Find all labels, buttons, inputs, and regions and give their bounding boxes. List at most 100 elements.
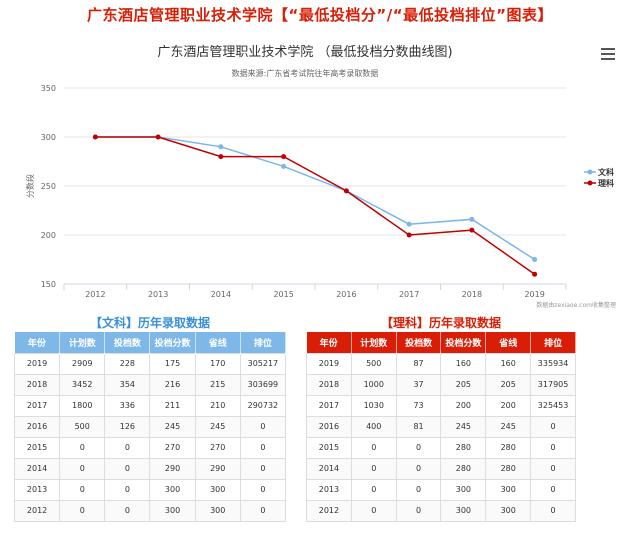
table-row: 2014 0 0 280 280 0 — [306, 457, 576, 480]
table-cell: 0 — [239, 457, 287, 480]
table-cell: 280 — [440, 436, 487, 459]
table-cell: 335934 — [530, 352, 576, 375]
table-cell: 245 — [485, 415, 532, 438]
table-cell: 2019 — [13, 352, 61, 375]
table-cell: 2014 — [13, 457, 61, 480]
table-cell: 300 — [440, 478, 487, 501]
table-cell: 400 — [350, 415, 397, 438]
table-cell: 2012 — [13, 499, 61, 522]
li-header-cell: 投档分数 — [440, 332, 487, 353]
legend-label[interactable]: 文科 — [598, 167, 614, 177]
table-cell: 0 — [530, 457, 576, 480]
table-row: 2013 0 0 300 300 0 — [13, 478, 287, 501]
table-cell: 170 — [194, 352, 241, 375]
table-cell: 280 — [440, 457, 487, 480]
data-point[interactable] — [532, 257, 538, 262]
table-cell: 317905 — [530, 373, 576, 396]
table-cell: 305217 — [239, 352, 287, 375]
table-cell: 2013 — [13, 478, 61, 501]
table-cell: 73 — [395, 394, 442, 417]
data-point[interactable] — [92, 134, 98, 140]
data-point[interactable] — [406, 232, 412, 238]
table-cell: 0 — [59, 478, 106, 501]
table-cell: 205 — [440, 373, 487, 396]
table-cell: 245 — [149, 415, 196, 438]
table-cell: 1000 — [350, 373, 397, 396]
table-cell: 0 — [395, 436, 442, 459]
li-header-cell: 年份 — [306, 332, 352, 353]
table-cell: 0 — [104, 478, 151, 501]
chart-menu-icon[interactable] — [601, 48, 615, 60]
table-row: 2012 0 0 300 300 0 — [13, 499, 287, 522]
x-tick-label: 2013 — [148, 290, 168, 299]
data-point[interactable] — [532, 271, 538, 277]
chart-title: 广东酒店管理职业技术学院 （最低投档分数曲线图) — [157, 44, 452, 60]
li-header-cell: 排位 — [530, 332, 576, 353]
table-row: 2014 0 0 290 290 0 — [13, 457, 287, 480]
table-cell: 303699 — [239, 373, 287, 396]
table-cell: 270 — [194, 436, 241, 459]
table-cell: 300 — [194, 499, 241, 522]
wen-header-cell: 排位 — [240, 332, 287, 353]
table-cell: 81 — [395, 415, 442, 438]
table-cell: 0 — [104, 499, 151, 522]
data-point[interactable] — [469, 216, 475, 222]
table-row: 2018 3452 354 216 215 303699 — [13, 373, 287, 396]
table-cell: 0 — [239, 499, 287, 522]
data-point[interactable] — [281, 163, 287, 169]
table-cell: 0 — [395, 499, 442, 522]
data-point[interactable] — [218, 144, 224, 150]
table-cell: 290732 — [239, 394, 287, 417]
table-cell: 126 — [104, 415, 151, 438]
table-row: 2013 0 0 300 300 0 — [306, 478, 576, 501]
table-cell: 0 — [350, 457, 397, 480]
data-point[interactable] — [469, 227, 475, 233]
table-cell: 0 — [104, 436, 151, 459]
wen-header-cell: 计划数 — [59, 332, 106, 353]
table-cell: 1030 — [350, 394, 397, 417]
y-tick-label: 300 — [41, 133, 56, 142]
table-cell: 0 — [104, 457, 151, 480]
x-tick-label: 2014 — [211, 290, 231, 299]
li-table: 年份 计划数 投档数 投档分数 省线 排位 2019 500 87 160 160 335934 20… — [306, 332, 576, 522]
table-cell: 336 — [104, 394, 151, 417]
table-cell: 200 — [440, 394, 487, 417]
table-cell: 354 — [104, 373, 151, 396]
table-row: 2015 0 0 270 270 0 — [13, 436, 287, 459]
data-point[interactable] — [281, 154, 287, 160]
table-cell: 205 — [485, 373, 532, 396]
series-line-文科 — [95, 136, 536, 261]
table-cell: 290 — [194, 457, 241, 480]
table-cell: 2018 — [306, 373, 352, 396]
data-point[interactable] — [406, 221, 412, 227]
table-cell: 0 — [239, 415, 287, 438]
table-cell: 1800 — [59, 394, 106, 417]
data-point[interactable] — [155, 134, 161, 140]
table-row: 2016 500 126 245 245 0 — [13, 415, 287, 438]
table-cell: 228 — [104, 352, 151, 375]
wen-table-block: 【文科】历年录取数据 年份 计划数 投档数 投档分数 省线 排位 2019 2909 228 1… — [13, 314, 287, 522]
data-point[interactable] — [218, 154, 224, 160]
wen-header-cell: 投档分数 — [149, 332, 196, 353]
table-row: 2012 0 0 300 300 0 — [306, 499, 576, 522]
table-cell: 245 — [194, 415, 241, 438]
table-cell: 0 — [350, 436, 397, 459]
x-tick-label: 2016 — [336, 290, 356, 299]
legend-label[interactable]: 理科 — [598, 178, 614, 188]
table-cell: 0 — [395, 457, 442, 480]
table-cell: 2015 — [306, 436, 352, 459]
table-cell: 211 — [149, 394, 196, 417]
legend-marker-dot — [587, 180, 593, 186]
table-cell: 160 — [485, 352, 532, 375]
wen-header-cell: 年份 — [14, 332, 61, 353]
table-cell: 2014 — [306, 457, 352, 480]
table-cell: 87 — [395, 352, 442, 375]
chart-credit: 数据由zexiaoe.com收集整理 — [536, 301, 616, 309]
table-cell: 280 — [485, 457, 532, 480]
x-tick-label: 2017 — [399, 290, 419, 299]
table-cell: 0 — [59, 436, 106, 459]
x-tick-label: 2015 — [273, 290, 293, 299]
table-cell: 215 — [194, 373, 241, 396]
table-row: 2019 2909 228 175 170 305217 — [13, 352, 287, 375]
data-point[interactable] — [343, 188, 349, 194]
